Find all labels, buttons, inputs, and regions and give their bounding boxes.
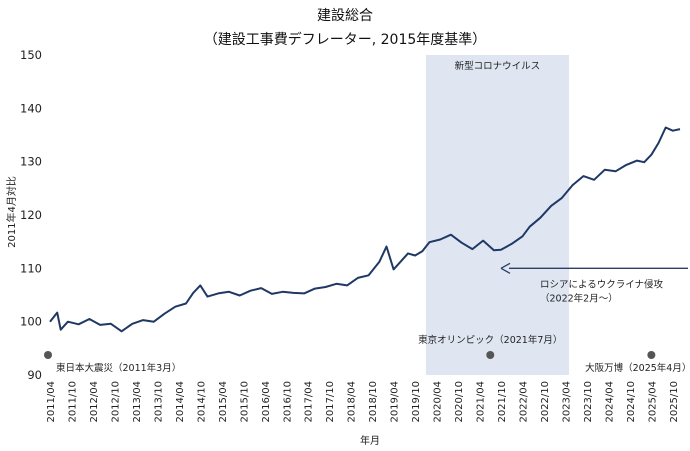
y-tick-label: 100	[20, 315, 42, 329]
x-tick-label: 2023/10	[583, 381, 594, 423]
x-axis-label: 年月	[360, 434, 380, 447]
event-marker-label: 東京オリンピック（2021年7月）	[418, 334, 562, 346]
event-marker-dot	[486, 351, 495, 359]
event-marker-dot	[647, 351, 656, 359]
x-tick-label: 2025/04	[647, 381, 658, 423]
x-tick-label: 2020/04	[433, 381, 444, 423]
x-tick-label: 2018/10	[368, 381, 379, 423]
y-axis-label: 2011年4月対比	[5, 176, 18, 248]
x-tick-label: 2019/04	[390, 381, 401, 423]
x-tick-label: 2015/10	[239, 381, 250, 423]
x-tick-label: 2017/04	[304, 381, 315, 423]
x-tick-label: 2018/04	[347, 381, 358, 423]
y-tick-label: 140	[20, 101, 42, 115]
x-tick-label: 2021/04	[476, 381, 487, 423]
x-tick-label: 2019/10	[411, 381, 422, 423]
x-tick-label: 2013/10	[153, 381, 164, 423]
y-tick-label: 110	[20, 261, 42, 275]
x-tick-label: 2022/10	[540, 381, 551, 423]
x-tick-label: 2011/04	[46, 381, 57, 423]
x-tick-label: 2012/04	[89, 381, 100, 423]
x-tick-label: 2015/04	[218, 381, 229, 423]
y-tick-label: 90	[27, 368, 42, 382]
x-tick-label: 2016/04	[261, 381, 272, 423]
event-marker-label: 大阪万博（2025年4月）	[585, 362, 690, 374]
x-tick-label: 2024/04	[604, 381, 615, 423]
arrow-head	[500, 262, 511, 274]
x-tick-label: 2022/04	[519, 381, 530, 423]
x-tick-label: 2020/10	[454, 381, 465, 423]
series-line	[49, 126, 681, 333]
x-tick-label: 2016/10	[282, 381, 293, 423]
x-tick-label: 2013/04	[132, 381, 143, 423]
x-tick-label: 2014/10	[196, 381, 207, 423]
event-marker-label: 東日本大震災（2011年3月）	[56, 362, 181, 374]
x-tick-label: 2021/10	[497, 381, 508, 423]
y-tick-label: 120	[20, 208, 42, 222]
x-tick-label: 2011/10	[67, 381, 78, 423]
arrow-label-line2: （2022年2月～）	[540, 292, 618, 304]
y-tick-label: 130	[20, 155, 42, 169]
x-tick-label: 2014/04	[175, 381, 186, 423]
x-tick-label: 2025/10	[669, 381, 680, 423]
chart-title: 建設総合	[317, 8, 373, 24]
y-tick-label: 150	[20, 48, 42, 62]
x-tick-label: 2024/10	[626, 381, 637, 423]
x-tick-label: 2012/10	[110, 381, 121, 423]
x-tick-label: 2023/04	[561, 381, 572, 423]
x-tick-label: 2017/10	[325, 381, 336, 423]
chart-subtitle: （建設工事費デフレーター, 2015年度基準）	[204, 31, 487, 48]
covid-shaded-region	[425, 55, 570, 375]
event-marker-dot	[44, 351, 52, 359]
arrow-label-line1: ロシアによるウクライナ侵攻	[540, 278, 664, 290]
covid-region-label: 新型コロナウイルス	[455, 60, 541, 72]
